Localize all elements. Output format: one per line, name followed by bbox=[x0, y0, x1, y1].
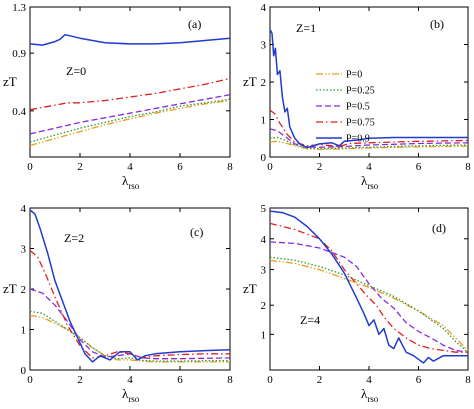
panel-a-series-p-0-9 bbox=[29, 33, 231, 46]
panel-c-xtick-label-0: 0 bbox=[27, 374, 33, 386]
panel-d-series-p-0-25 bbox=[269, 256, 469, 353]
panel-a-series-p-0 bbox=[29, 99, 231, 147]
panel-a-series-p-0-75 bbox=[29, 77, 231, 111]
panel-d-z-annotation: Z=4 bbox=[300, 313, 320, 327]
panel-c-ytick-label-1: 1 bbox=[21, 325, 27, 337]
panel-a-xlabel: λrso bbox=[122, 173, 140, 191]
panel-b-series-p-0-75 bbox=[269, 109, 469, 148]
panel-c-z-annotation: Z=2 bbox=[64, 231, 84, 245]
panel-b-xtick-label-0: 0 bbox=[267, 161, 273, 173]
panel-c-xlabel: λrso bbox=[122, 386, 140, 404]
panel-b-ylabel: zT bbox=[243, 74, 257, 89]
panel-c-ytick-label-4: 4 bbox=[21, 203, 27, 215]
panel-c-series-p-0-9 bbox=[29, 209, 231, 363]
legend-label-p-0-9: P=0.9 bbox=[346, 134, 370, 145]
panel-d-xtick-label-3: 6 bbox=[416, 374, 422, 386]
panel-b-ytick-label-2: 2 bbox=[261, 77, 267, 89]
panel-d-series-p-0-9 bbox=[269, 210, 468, 364]
panel-d-series-p-0 bbox=[269, 259, 469, 351]
panel-a-xtick-label-0: 0 bbox=[27, 161, 33, 173]
panel-c-series-p-0 bbox=[29, 314, 230, 363]
legend-label-p-0-5: P=0.5 bbox=[346, 102, 370, 113]
panel-c-ytick-label-2: 2 bbox=[21, 284, 27, 296]
panel-b-series-p-0-5 bbox=[269, 128, 469, 148]
panel-d-panel-label: (d) bbox=[432, 221, 446, 235]
panel-d-ytick-label-4: 5 bbox=[261, 203, 267, 215]
panel-d: 0 2 4 6 8 1 2 3 4 5 zT λrso (d) Z=4 bbox=[243, 203, 471, 404]
panel-a-xtick-label-2: 4 bbox=[127, 161, 133, 173]
legend-label-p-0-75: P=0.75 bbox=[346, 118, 375, 129]
panel-b-panel-label: (b) bbox=[430, 17, 444, 31]
panel-a-panel-label: (a) bbox=[188, 17, 201, 31]
panel-c-ylabel: zT bbox=[3, 281, 17, 296]
panel-a-xtick-label-1: 2 bbox=[77, 161, 83, 173]
panel-d-series-p-0-75 bbox=[269, 222, 468, 353]
panel-b-xtick-label-2: 4 bbox=[366, 161, 372, 173]
panel-b-ytick-label-0: 0 bbox=[261, 152, 267, 164]
panel-a: 0 2 4 6 8 0.4 0.9 1.3 zT λrso (a) Z=0 bbox=[3, 2, 233, 191]
panel-d-xtick-label-1: 2 bbox=[317, 374, 323, 386]
panel-c-series-p-0-25 bbox=[29, 310, 230, 362]
panel-b-ytick-label-1: 1 bbox=[261, 115, 267, 127]
panel-d-xtick-label-0: 0 bbox=[267, 374, 273, 386]
panel-b-series-p-0-9 bbox=[269, 29, 468, 149]
panel-c-panel-label: (c) bbox=[190, 225, 203, 239]
panel-b-xtick-label-4: 8 bbox=[465, 161, 471, 173]
panel-a-xtick-label-4: 8 bbox=[227, 161, 233, 173]
panel-c: 0 2 4 6 8 0 1 2 3 4 zT λrso (c) Z=2 bbox=[3, 203, 233, 404]
panel-a-series-p-0-5 bbox=[29, 94, 231, 135]
panel-c-series-p-0-5 bbox=[29, 288, 231, 360]
panel-b-ytick-label-3: 3 bbox=[261, 40, 267, 52]
panel-b-ytick-label-4: 4 bbox=[261, 2, 267, 14]
panel-a-ylabel: zT bbox=[3, 74, 17, 89]
panel-d-xtick-label-4: 8 bbox=[465, 374, 471, 386]
panel-b: 0 2 4 6 8 0 1 2 3 4 zT λrso (b) Z=1 bbox=[243, 2, 471, 191]
panel-b-z-annotation: Z=1 bbox=[296, 21, 316, 35]
panel-d-series-p-0-5 bbox=[269, 241, 469, 353]
panel-c-series-p-0-75 bbox=[29, 249, 230, 359]
panel-c-xtick-label-1: 2 bbox=[77, 374, 83, 386]
panel-b-series-p-0-25 bbox=[269, 136, 469, 150]
panel-c-ytick-label-0: 0 bbox=[21, 365, 27, 377]
panel-c-xtick-label-4: 8 bbox=[227, 374, 233, 386]
legend-label-p-0: P=0 bbox=[346, 70, 362, 81]
panel-c-xtick-label-2: 4 bbox=[127, 374, 133, 386]
panel-b-xlabel: λrso bbox=[361, 173, 379, 191]
panel-c-xtick-label-3: 6 bbox=[177, 374, 183, 386]
panel-d-ytick-label-3: 4 bbox=[261, 234, 267, 246]
panel-a-z-annotation: Z=0 bbox=[66, 64, 86, 78]
panel-b-xtick-label-3: 6 bbox=[416, 161, 422, 173]
panel-a-ytick-label-0: 0.4 bbox=[12, 106, 26, 118]
panel-d-xlabel: λrso bbox=[361, 386, 379, 404]
panel-b-series-p-0 bbox=[269, 140, 469, 151]
panel-c-ytick-label-3: 3 bbox=[21, 244, 27, 256]
legend-label-p-0-25: P=0.25 bbox=[346, 86, 375, 97]
panel-a-ytick-label-2: 1.3 bbox=[12, 2, 26, 14]
panel-d-ytick-label-1: 2 bbox=[261, 300, 267, 312]
panel-a-ytick-label-1: 0.9 bbox=[12, 48, 26, 60]
panel-d-ytick-label-2: 3 bbox=[261, 265, 267, 277]
panel-a-xtick-label-3: 6 bbox=[177, 161, 183, 173]
panel-a-series-p-0-25 bbox=[29, 98, 231, 143]
panel-d-ytick-label-0: 1 bbox=[261, 329, 267, 341]
panel-d-ylabel: zT bbox=[243, 281, 257, 296]
panel-d-xtick-label-2: 4 bbox=[366, 374, 372, 386]
panel-b-xtick-label-1: 2 bbox=[317, 161, 323, 173]
legend: P=0 P=0.25 P=0.5 P=0.75 P=0.9 bbox=[316, 70, 375, 145]
